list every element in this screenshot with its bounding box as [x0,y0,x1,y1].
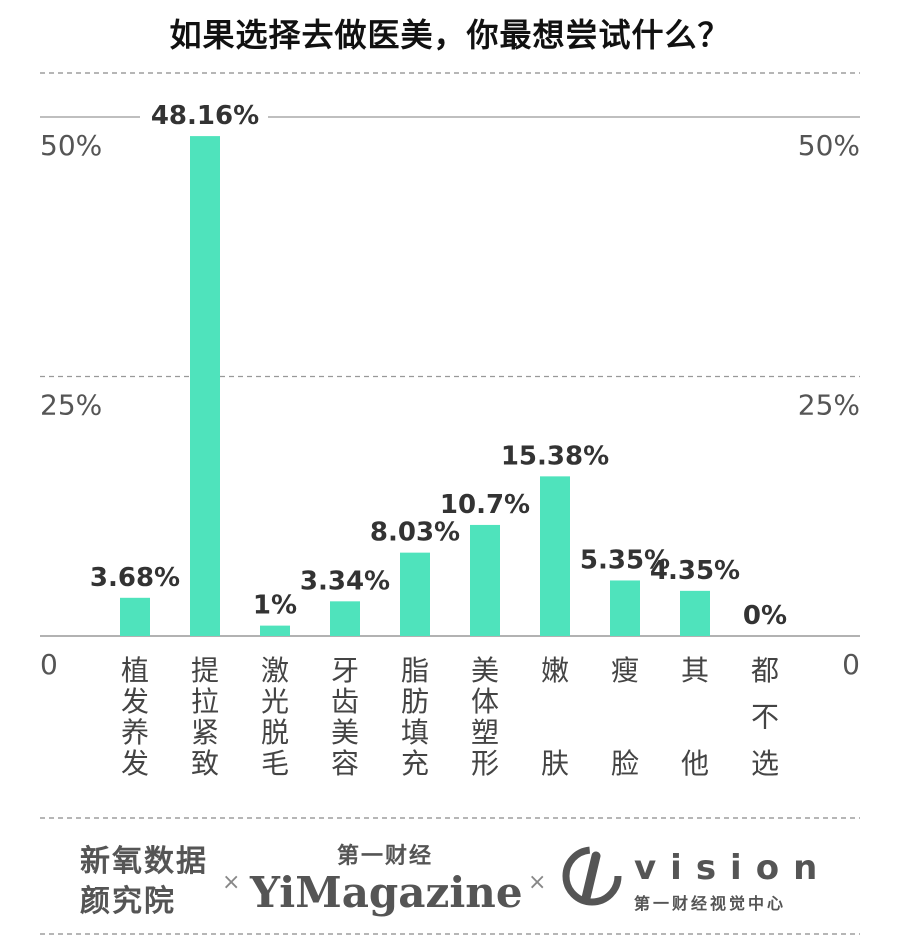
bar [400,552,430,636]
chart-title: 如果选择去做医美，你最想尝试什么？ [169,16,731,54]
bar [120,597,150,636]
bar [190,136,220,637]
data-label: 0% [743,601,787,631]
category-label-char: 其 [681,654,709,687]
data-label: 10.7% [440,490,530,520]
category-label-char: 他 [681,747,709,780]
y-tick-label-right: 0 [842,648,860,681]
yimagazine-logo: 第一财经 YiMagazine [250,838,523,917]
yimagazine-cn: 第一财经 [336,844,433,869]
category-label-char: 拉 [191,685,219,718]
category-label-char: 紧 [191,716,219,749]
category-label-char: 齿 [331,685,359,718]
category-label-char: 发 [121,747,149,780]
data-label: 15.38% [501,441,609,471]
vision-en: vision [634,848,832,888]
yimagazine-en: YiMagazine [250,868,523,917]
y-tick-label-right: 25% [798,389,860,422]
bars [120,136,710,637]
category-label-char: 脱 [261,716,289,749]
category-label-char: 养 [121,716,149,749]
bar [680,590,710,636]
category-label-char: 激 [261,654,289,687]
category-label-char: 脸 [611,747,639,780]
category-label-char: 瘦 [611,654,639,687]
category-label-char: 都 [751,654,779,687]
y-tick-label-right: 50% [798,129,860,162]
y-tick-label-left: 0 [40,648,58,681]
footer-logos: 新氧数据颜究院 × 第一财经 YiMagazine × vision 第一财经视… [0,818,900,938]
bar [470,524,500,636]
category-label: 瘦脸 [611,654,639,780]
category-label-char: 美 [471,654,499,687]
bar [610,580,640,636]
vision-cn: 第一财经视觉中心 [634,894,787,913]
value-labels: 3.68% 48.16% 1%3.34% 8.03%10.7% 15.38% 5.35%4… [90,101,787,631]
category-label: 都不选 [751,654,779,780]
data-label: 3.34% [300,566,390,596]
category-label-char: 发 [121,685,149,718]
y-tick-label-left: 50% [40,129,102,162]
data-label: 3.68% [90,563,180,593]
gridlines [40,72,860,935]
category-label-char: 植 [121,654,149,687]
category-label-char: 肪 [401,685,429,718]
category-label-char: 形 [471,747,499,780]
data-label: 1% [253,591,297,621]
category-label-char: 选 [751,747,779,780]
category-label-char: 牙 [331,654,359,687]
category-label-char: 肤 [541,747,569,780]
y-axis-ticks: 0 0 25% 25% 50% 50% [40,129,860,681]
category-label: 嫩肤 [541,654,569,780]
category-label-char: 毛 [261,747,289,780]
vision-ring-icon [562,846,622,906]
vision-logo: vision 第一财经视觉中心 [560,838,840,918]
data-label: 4.35% [650,556,740,586]
category-label-char: 脂 [401,654,429,687]
category-label-char: 充 [401,747,429,780]
bar [540,476,570,636]
category-label-char: 光 [261,685,289,718]
y-tick-label-left: 25% [40,389,102,422]
category-label-char: 塑 [471,716,499,749]
category-label: 其他 [681,654,709,780]
bar [330,601,360,636]
category-label-char: 容 [331,747,359,780]
soyoung-logo: 新氧数据颜究院 [80,844,208,919]
bar [260,625,290,636]
category-label-char: 提 [191,654,219,687]
separator-icon: × [222,870,241,895]
category-label-char: 不 [751,701,779,734]
data-label: 8.03% [370,518,460,548]
separator-icon: × [528,870,547,895]
category-label-char: 致 [191,747,219,780]
category-label-char: 美 [331,716,359,749]
data-label: 48.16% [151,101,259,131]
category-label-char: 嫩 [541,654,569,687]
category-label-char: 体 [471,685,499,718]
category-label-char: 填 [401,716,429,749]
data-label: 5.35% [580,545,670,575]
